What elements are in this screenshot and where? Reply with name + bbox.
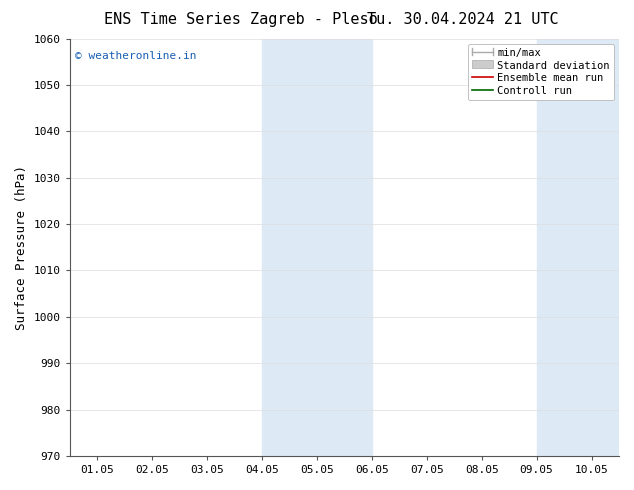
Text: © weatheronline.in: © weatheronline.in <box>75 51 197 61</box>
Text: ENS Time Series Zagreb - Pleso: ENS Time Series Zagreb - Pleso <box>104 12 378 27</box>
Bar <box>536 39 634 456</box>
Text: Tu. 30.04.2024 21 UTC: Tu. 30.04.2024 21 UTC <box>367 12 559 27</box>
Y-axis label: Surface Pressure (hPa): Surface Pressure (hPa) <box>15 165 28 330</box>
Bar <box>262 39 372 456</box>
Legend: min/max, Standard deviation, Ensemble mean run, Controll run: min/max, Standard deviation, Ensemble me… <box>468 44 614 100</box>
